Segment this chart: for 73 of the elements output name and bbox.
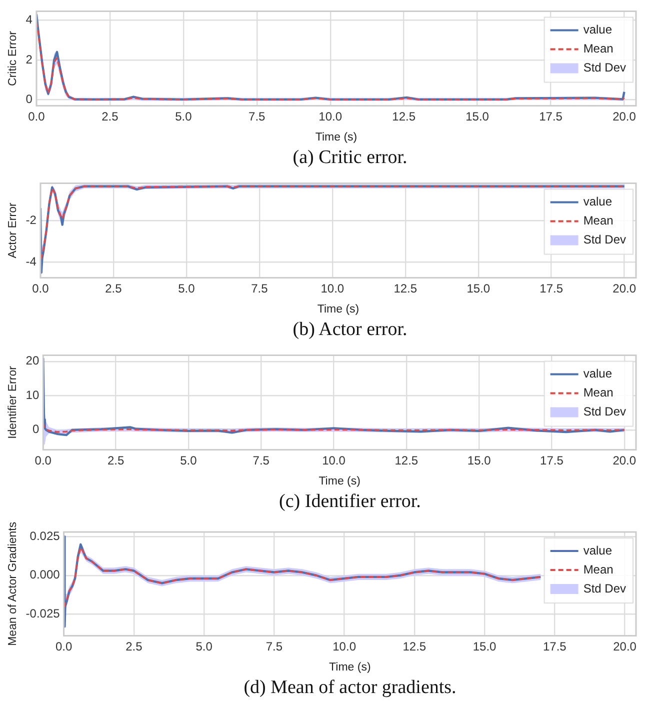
legend-label: value [583,543,612,558]
x-tick-label: 10.0 [318,109,342,124]
legend-label: Std Dev [583,581,626,596]
y-tick-label: 2 [26,52,33,66]
x-axis-title: Time (s) [318,475,361,488]
x-tick-label: 20.0 [612,109,636,124]
x-tick-label: 17.5 [539,109,563,124]
text: (a) Critic error. [292,146,408,170]
x-tick-label: 7.5 [266,639,283,654]
x-tick-label: 5.0 [178,281,196,296]
y-axis-title: Mean of Actor Gradients [7,522,20,646]
x-tick-label: 5.0 [180,453,198,468]
x-axis-title: Time (s) [317,303,360,316]
y-tick-label: -0.025 [26,606,60,620]
x-tick-label: 10.0 [322,453,346,468]
x-tick-label: 17.5 [540,453,564,468]
legend-label: Std Dev [583,232,626,247]
text: (d) Mean of actor gradients. [242,676,458,700]
x-tick-label: 0.0 [28,109,46,124]
x-tick-label: 20.0 [612,453,636,468]
x-tick-label: 7.5 [252,453,270,468]
x-tick-label: 12.5 [392,109,416,124]
legend-label: Mean [583,386,614,400]
x-tick-label: 2.5 [105,281,122,296]
x-axis-title: Time (s) [315,131,358,144]
y-axis-title: Identifier Error [7,366,20,439]
x-tick-label: 20.0 [613,639,637,654]
line-series [64,546,542,608]
x-tick-label: 5.0 [196,639,213,654]
text: (b) Actor error. [292,318,408,342]
y-tick-label: 4 [26,12,33,26]
x-tick-label: 15.0 [472,639,497,654]
x-tick-label: 5.0 [175,109,192,124]
text: (c) Identifier error. [278,490,422,514]
y-tick-label: -4 [26,254,37,269]
x-axis-title: Time (s) [329,661,371,674]
x-tick-label: 10.0 [332,639,356,654]
y-tick-label: 0 [32,422,40,436]
y-axis-title: Critic Error [7,30,20,86]
y-tick-label: 10 [26,388,40,402]
x-tick-label: 7.5 [248,109,266,124]
y-tick-label: -2 [26,212,37,227]
x-tick-label: 15.0 [466,109,490,124]
x-tick-label: 12.5 [402,639,426,654]
legend-label: Mean [583,562,614,576]
x-tick-label: 12.5 [394,453,418,468]
legend-label: Std Dev [583,404,626,419]
x-tick-label: 2.5 [126,639,143,654]
x-tick-label: 15.0 [466,281,490,296]
legend-label: Mean [583,42,614,56]
x-tick-label: 2.5 [102,109,119,124]
x-tick-label: 7.5 [251,281,268,296]
y-tick-label: 20 [26,354,40,368]
x-tick-label: 0.0 [34,453,52,468]
x-tick-label: 17.5 [542,639,567,654]
line-series [43,422,626,433]
legend-label: value [583,22,612,37]
x-tick-label: 17.5 [540,281,564,296]
legend-label: Std Dev [583,60,626,75]
x-tick-label: 15.0 [467,453,492,468]
x-tick-label: 0.0 [32,281,50,296]
y-tick-label: 0 [26,92,33,106]
y-tick-label: 0.000 [30,568,60,582]
x-tick-label: 10.0 [320,281,344,296]
legend-label: value [583,194,612,209]
y-axis-title: Actor Error [7,202,20,258]
x-tick-label: 0.0 [55,639,72,654]
x-tick-label: 20.0 [612,281,636,296]
legend-label: value [583,366,612,381]
x-tick-label: 12.5 [394,281,418,296]
y-tick-label: 0.025 [30,528,60,543]
legend-label: Mean [583,214,614,228]
x-tick-label: 2.5 [107,453,124,468]
